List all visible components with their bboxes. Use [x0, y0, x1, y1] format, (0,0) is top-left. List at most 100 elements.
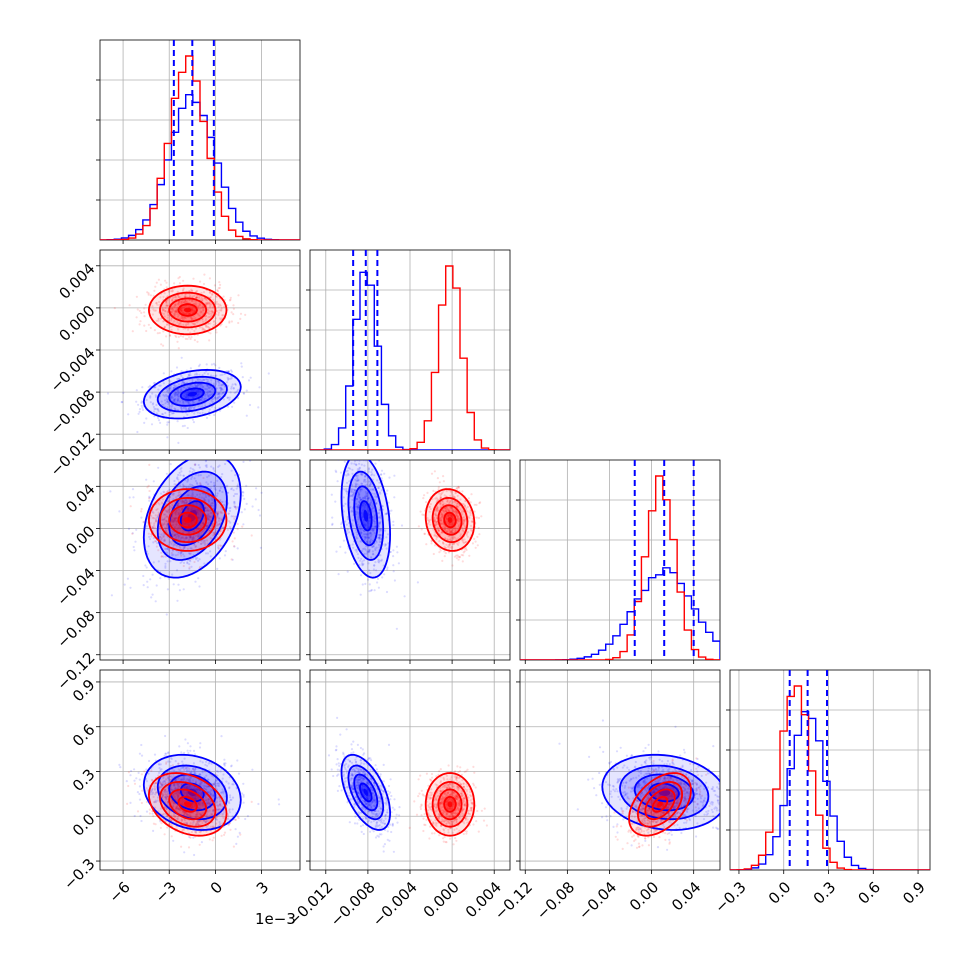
scatter-point: [218, 557, 221, 560]
scatter-point: [251, 768, 254, 771]
scatter-point: [195, 296, 198, 299]
scatter-point: [183, 500, 186, 503]
scatter-point: [170, 395, 173, 398]
scatter-point: [444, 552, 447, 555]
scatter-point: [196, 390, 199, 393]
scatter-point: [135, 528, 138, 531]
scatter-point: [236, 484, 239, 488]
scatter-point: [196, 510, 200, 514]
scatter-point: [396, 551, 399, 554]
scatter-point: [218, 522, 221, 526]
scatter-point: [189, 536, 192, 539]
scatter-point: [177, 393, 180, 396]
scatter-point: [190, 484, 193, 487]
scatter-point: [163, 526, 166, 529]
scatter-point: [174, 304, 177, 307]
contour-fill-1-4: [184, 517, 192, 523]
scatter-point: [181, 536, 184, 539]
scatter-point: [175, 385, 178, 388]
scatter-point: [191, 471, 194, 474]
contour-fill-1-4: [184, 307, 192, 313]
scatter-point: [176, 569, 179, 572]
scatter-point: [386, 489, 389, 492]
scatter-point: [167, 577, 170, 580]
scatter-point: [217, 381, 220, 384]
scatter-point: [190, 494, 193, 498]
scatter-point: [206, 325, 209, 328]
scatter-point: [242, 801, 245, 804]
scatter-point: [186, 480, 189, 483]
scatter-point: [178, 745, 181, 748]
scatter-point: [164, 527, 167, 531]
scatter-point: [189, 745, 192, 748]
scatter-point: [183, 499, 187, 502]
scatter-point: [155, 302, 158, 305]
scatter-point: [231, 558, 234, 561]
scatter-point: [163, 326, 166, 329]
scatter-point: [151, 516, 154, 519]
scatter-point: [171, 519, 174, 522]
scatter-point: [171, 405, 174, 408]
scatter-point: [184, 537, 187, 540]
scatter-point: [165, 530, 168, 533]
scatter-point: [173, 519, 176, 522]
scatter-point: [236, 522, 239, 526]
scatter-point: [157, 300, 161, 304]
scatter-point: [219, 283, 222, 286]
scatter-point: [248, 403, 252, 407]
scatter-point: [204, 394, 207, 397]
scatter-point: [183, 751, 186, 755]
scatter-point: [343, 488, 346, 491]
scatter-point: [148, 759, 151, 763]
scatter-point: [193, 323, 196, 326]
scatter-point: [219, 387, 222, 390]
scatter-point: [157, 278, 160, 281]
scatter-point: [168, 290, 171, 293]
scatter-point: [179, 474, 182, 477]
scatter-point: [178, 512, 181, 515]
scatter-point: [231, 479, 234, 482]
scatter-point: [230, 320, 233, 323]
scatter-point: [199, 298, 202, 301]
scatter-point: [228, 321, 231, 324]
scatter-point: [153, 540, 157, 543]
scatter-point: [195, 481, 198, 484]
scatter-point: [183, 537, 186, 540]
scatter-point: [255, 487, 258, 490]
scatter-point: [194, 455, 196, 457]
scatter-point: [179, 527, 182, 531]
scatter-point: [148, 496, 151, 499]
scatter-point: [353, 562, 356, 566]
scatter-point: [141, 406, 144, 409]
scatter-point: [205, 323, 208, 327]
scatter-point: [191, 494, 195, 497]
scatter-point: [192, 401, 196, 404]
scatter-point: [192, 322, 195, 325]
scatter-point: [149, 401, 152, 404]
scatter-point: [207, 331, 210, 334]
scatter-point: [175, 401, 178, 404]
scatter-point: [155, 403, 158, 407]
scatter-point: [423, 494, 426, 497]
scatter-point: [233, 517, 236, 520]
scatter-point: [230, 418, 232, 420]
scatter-point: [178, 400, 182, 403]
scatter-point: [177, 535, 180, 538]
scatter-point: [164, 310, 167, 313]
scatter-point: [200, 841, 203, 844]
scatter-point: [227, 370, 230, 373]
scatter-point: [198, 399, 201, 403]
scatter-point: [222, 391, 225, 395]
scatter-point: [152, 524, 156, 527]
scatter-point: [210, 465, 213, 468]
scatter-point: [180, 310, 183, 313]
scatter-point: [200, 496, 203, 499]
scatter-point: [393, 579, 396, 582]
scatter-point: [189, 535, 192, 539]
scatter-point: [230, 469, 233, 472]
scatter-point: [173, 483, 176, 486]
scatter-point: [172, 544, 175, 547]
scatter-point: [190, 389, 194, 392]
scatter-point: [218, 281, 221, 284]
scatter-point: [226, 396, 229, 399]
